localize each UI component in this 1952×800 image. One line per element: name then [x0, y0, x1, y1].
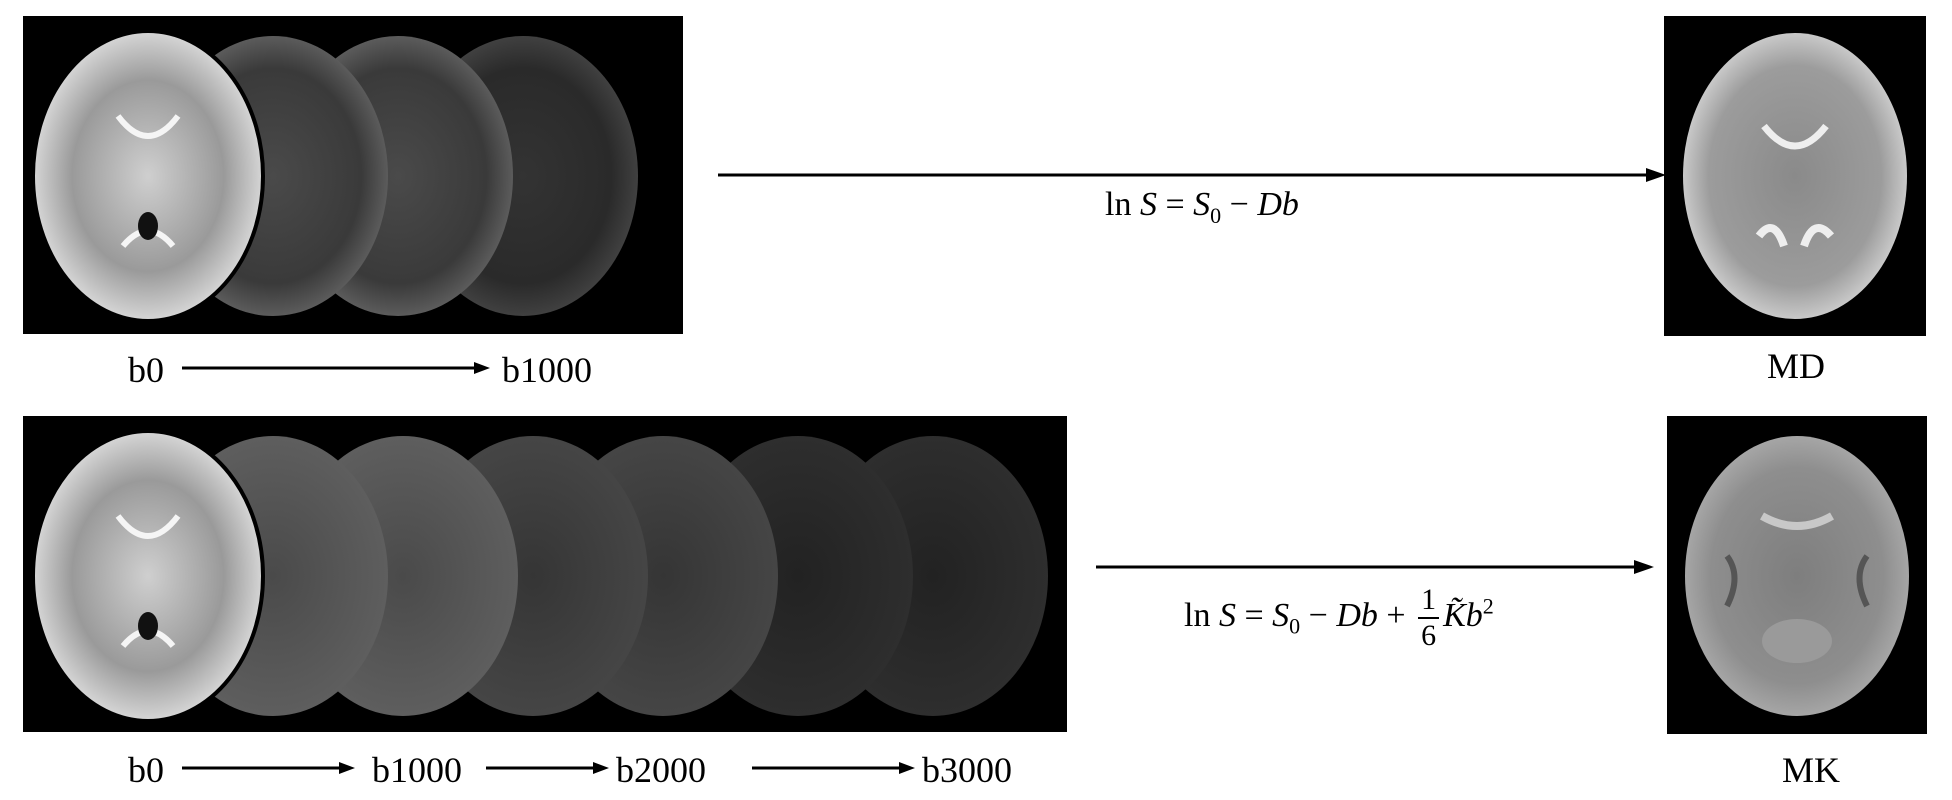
md-map-panel: [1664, 16, 1926, 336]
arrow-to-md: [718, 168, 1666, 182]
brain-slice-b0-row1: [31, 29, 265, 323]
arrow-b0-to-b1000-row2: [182, 762, 355, 774]
equation-md: ln S = S0 − Db: [1105, 186, 1299, 228]
label-md: MD: [1767, 346, 1826, 386]
arrow-to-mk: [1096, 560, 1654, 574]
label-b3000-row2: b3000: [922, 750, 1012, 790]
label-b2000-row2: b2000: [616, 750, 706, 790]
brain-slice-b0-row2: [31, 429, 265, 723]
label-b0-row1: b0: [128, 350, 164, 390]
label-b0-row2: b0: [128, 750, 164, 790]
mk-map-panel: [1667, 416, 1927, 734]
label-mk: MK: [1782, 750, 1841, 790]
brain-slices-row1: [31, 29, 638, 323]
brain-slices-row2: [31, 429, 1048, 723]
fraction-one-sixth: 1 6: [1418, 585, 1440, 651]
mk-map-image: [1685, 436, 1909, 716]
arrow-b2000-to-b3000-row2: [752, 762, 915, 774]
equation-mk: ln S = S0 − Db + 1 6 K̃b2: [1184, 583, 1494, 652]
dwi-strip-row2: [23, 416, 1067, 732]
arrow-b0-to-b1000-row1: [182, 362, 490, 374]
label-b1000-row1: b1000: [502, 350, 592, 390]
dwi-strip-row1: [23, 16, 683, 334]
label-b1000-row2: b1000: [372, 750, 462, 790]
md-map-image: [1683, 33, 1907, 319]
arrow-b1000-to-b2000-row2: [486, 762, 609, 774]
